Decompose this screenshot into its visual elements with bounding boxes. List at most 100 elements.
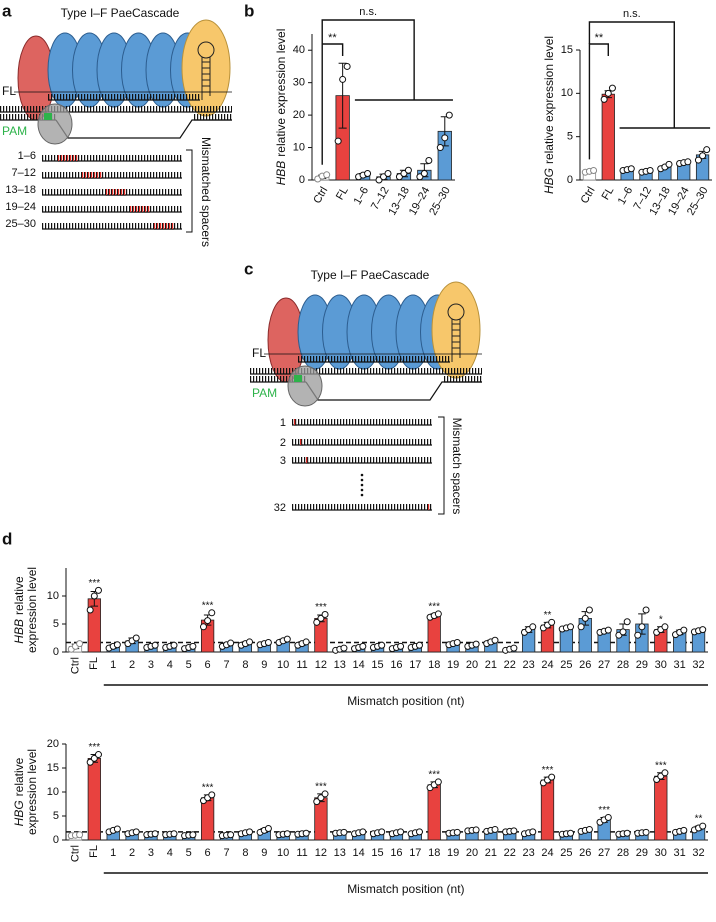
cas8-subunit bbox=[287, 365, 323, 407]
data-point bbox=[90, 592, 98, 600]
y-axis-gene: HBB bbox=[274, 161, 288, 186]
data-point bbox=[227, 831, 235, 839]
x-tick-label: 13 bbox=[334, 659, 346, 671]
significance-label: *** bbox=[202, 783, 214, 794]
bar bbox=[427, 615, 441, 653]
x-tick-label: 13 bbox=[334, 847, 346, 859]
significance-label: *** bbox=[428, 602, 440, 613]
x-tick-label: Ctrl bbox=[69, 657, 81, 674]
data-point bbox=[323, 171, 331, 179]
spacer-label: 3 bbox=[280, 455, 286, 467]
x-tick-label: 32 bbox=[692, 659, 704, 671]
x-axis-label: Mismatch position (nt) bbox=[347, 694, 464, 708]
x-tick-label: 12 bbox=[315, 659, 327, 671]
x-axis-label: Mismatch position (nt) bbox=[347, 882, 464, 896]
data-point bbox=[434, 778, 442, 786]
y-axis-gene: HBG bbox=[12, 800, 26, 826]
x-tick-label: 29 bbox=[636, 659, 648, 671]
data-point bbox=[378, 641, 386, 649]
significance-label: ** bbox=[328, 32, 337, 44]
y-tick-label: 5 bbox=[53, 618, 59, 630]
data-point bbox=[581, 614, 589, 622]
x-tick-label: 10 bbox=[277, 659, 289, 671]
hairpin-stem bbox=[201, 57, 211, 100]
data-point bbox=[246, 828, 254, 836]
data-point bbox=[510, 644, 518, 652]
data-point bbox=[684, 158, 692, 166]
data-point bbox=[472, 640, 480, 648]
x-tick-label: 15 bbox=[371, 659, 383, 671]
y-axis-label-text: relative expression level bbox=[274, 29, 288, 157]
x-tick-label: 25 bbox=[560, 847, 572, 859]
data-point bbox=[699, 152, 707, 160]
data-point bbox=[491, 636, 499, 644]
significance-bracket bbox=[588, 43, 609, 160]
significance-label: *** bbox=[315, 782, 327, 793]
bar bbox=[87, 758, 101, 841]
bar bbox=[540, 779, 555, 841]
y-tick-label: 10 bbox=[47, 786, 59, 798]
x-tick-label: 23 bbox=[522, 847, 534, 859]
x-tick-label: 8 bbox=[242, 659, 248, 671]
data-point bbox=[472, 826, 480, 834]
cascade-diagram bbox=[0, 19, 232, 233]
data-point bbox=[661, 769, 669, 777]
data-point bbox=[608, 84, 616, 92]
x-tick-label: 31 bbox=[674, 659, 686, 671]
significance-label: *** bbox=[88, 742, 100, 753]
fl-label: FL bbox=[252, 346, 266, 360]
x-tick-label: 6 bbox=[205, 847, 211, 859]
spacer-label: 25–30 bbox=[5, 218, 36, 230]
data-point bbox=[548, 773, 556, 781]
x-tick-label: 4 bbox=[167, 659, 173, 671]
data-point bbox=[425, 157, 433, 165]
x-tick-label: 2 bbox=[129, 847, 135, 859]
data-point bbox=[680, 826, 688, 834]
data-point bbox=[590, 166, 598, 174]
ellipsis-dot bbox=[360, 488, 364, 492]
pam-site bbox=[44, 113, 52, 120]
data-point bbox=[132, 828, 140, 836]
x-tick-label: FL bbox=[88, 657, 100, 670]
x-tick-label: 14 bbox=[353, 847, 365, 859]
x-tick-label: Ctrl bbox=[311, 185, 330, 206]
data-point bbox=[623, 618, 631, 626]
x-tick-label: 11 bbox=[296, 659, 307, 671]
x-tick-label: 30 bbox=[655, 659, 667, 671]
significance-label: ** bbox=[595, 32, 604, 44]
x-tick-label: 14 bbox=[353, 659, 365, 671]
bracket-label: Mismatched spacers bbox=[199, 137, 213, 247]
bar bbox=[601, 93, 615, 181]
data-point bbox=[665, 160, 673, 168]
x-tick-label: 26 bbox=[579, 847, 591, 859]
data-point bbox=[151, 641, 159, 649]
y-tick-label: 15 bbox=[47, 762, 59, 774]
data-point bbox=[208, 609, 216, 617]
bar bbox=[427, 784, 441, 841]
x-tick-label: 17 bbox=[409, 659, 421, 671]
significance-label: *** bbox=[315, 602, 327, 613]
x-tick-label: 5 bbox=[186, 659, 192, 671]
y-tick-label: 10 bbox=[47, 590, 59, 602]
panel-label: b bbox=[244, 1, 254, 20]
diagram-title: Type I–F PaeCascade bbox=[61, 6, 180, 20]
hairpin-stem bbox=[451, 319, 461, 362]
significance-label: *** bbox=[428, 770, 440, 781]
x-tick-label: 9 bbox=[261, 659, 267, 671]
y-tick-label: 5 bbox=[567, 131, 573, 143]
data-point bbox=[283, 635, 291, 643]
significance-label: *** bbox=[202, 600, 214, 611]
significance-bracket bbox=[321, 19, 453, 101]
y-tick-label: 0 bbox=[299, 174, 305, 186]
x-tick-label: 22 bbox=[504, 659, 516, 671]
data-point bbox=[623, 829, 631, 837]
ellipsis-dot bbox=[360, 473, 364, 477]
x-tick-label: 18 bbox=[428, 659, 440, 671]
data-point bbox=[359, 642, 367, 650]
x-tick-label: 16 bbox=[390, 659, 402, 671]
panel-label: a bbox=[2, 1, 12, 20]
x-tick-label: 1 bbox=[110, 847, 116, 859]
x-tick-label: 21 bbox=[485, 847, 497, 859]
x-tick-label: FL bbox=[88, 845, 100, 858]
data-point bbox=[317, 794, 325, 802]
